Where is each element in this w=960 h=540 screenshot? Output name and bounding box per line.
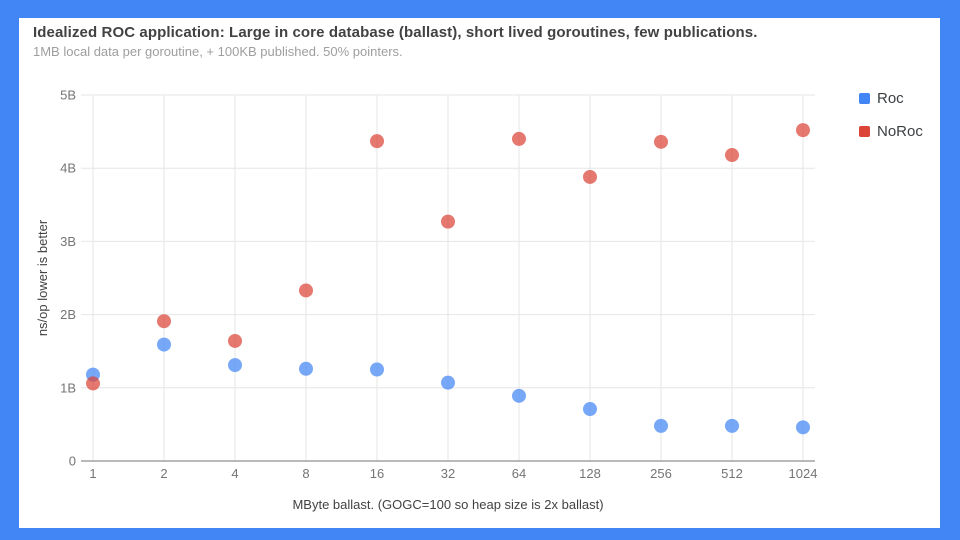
chart-canvas[interactable]: 0 1B 2B 3B 4B 5B 1 2 4 8 16 32 64 128 256 512 1024 [19, 18, 940, 528]
chart-subtitle: 1MB local data per goroutine, + 100KB pu… [33, 44, 403, 59]
x-tick-label: 128 [579, 466, 601, 481]
legend-label-roc: Roc [877, 90, 904, 107]
y-tick-label: 3B [60, 234, 76, 249]
y-tick-label: 0 [69, 454, 76, 469]
data-point-roc[interactable] [157, 337, 171, 352]
data-point-roc[interactable] [228, 358, 242, 373]
x-tick-label: 2 [160, 466, 167, 481]
legend-swatch-noroc [859, 126, 870, 137]
data-point-noroc[interactable] [228, 333, 242, 348]
x-tick-label: 1024 [789, 466, 818, 481]
chart-title: Idealized ROC application: Large in core… [33, 24, 758, 41]
data-point-noroc[interactable] [86, 376, 100, 391]
x-tick-label: 64 [512, 466, 526, 481]
chart-card: Idealized ROC application: Large in core… [19, 18, 940, 528]
data-point-roc[interactable] [512, 388, 526, 403]
x-tick-label: 512 [721, 466, 743, 481]
legend: Roc NoRoc [859, 88, 939, 154]
data-point-noroc[interactable] [299, 283, 313, 298]
x-axis-title: MByte ballast. (GOGC=100 so heap size is… [292, 497, 604, 512]
y-axis-title: ns/op lower is better [35, 219, 50, 337]
data-point-noroc[interactable] [157, 314, 171, 329]
x-tick-label: 4 [231, 466, 238, 481]
x-tick-label: 32 [441, 466, 455, 481]
data-point-roc[interactable] [725, 418, 739, 433]
data-point-roc[interactable] [441, 375, 455, 390]
y-tick-label: 1B [60, 380, 76, 395]
data-point-noroc[interactable] [725, 148, 739, 163]
data-point-noroc[interactable] [370, 134, 384, 149]
y-tick-label: 2B [60, 307, 76, 322]
data-point-noroc[interactable] [796, 123, 810, 138]
data-point-noroc[interactable] [512, 131, 526, 146]
data-point-noroc[interactable] [654, 134, 668, 149]
legend-item-roc[interactable]: Roc [859, 88, 939, 109]
x-tick-label: 256 [650, 466, 672, 481]
legend-label-noroc: NoRoc [877, 123, 923, 140]
y-tick-label: 4B [60, 161, 76, 176]
legend-item-noroc[interactable]: NoRoc [859, 121, 939, 142]
legend-swatch-roc [859, 93, 870, 104]
x-tick-label: 1 [89, 466, 96, 481]
data-point-roc[interactable] [299, 361, 313, 376]
x-tick-label: 16 [370, 466, 384, 481]
y-tick-label: 5B [60, 88, 76, 103]
data-point-roc[interactable] [370, 362, 384, 377]
x-tick-label: 8 [302, 466, 309, 481]
data-point-noroc[interactable] [583, 169, 597, 184]
data-point-roc[interactable] [583, 402, 597, 417]
data-point-noroc[interactable] [441, 214, 455, 229]
data-point-roc[interactable] [654, 418, 668, 433]
data-point-roc[interactable] [796, 420, 810, 435]
